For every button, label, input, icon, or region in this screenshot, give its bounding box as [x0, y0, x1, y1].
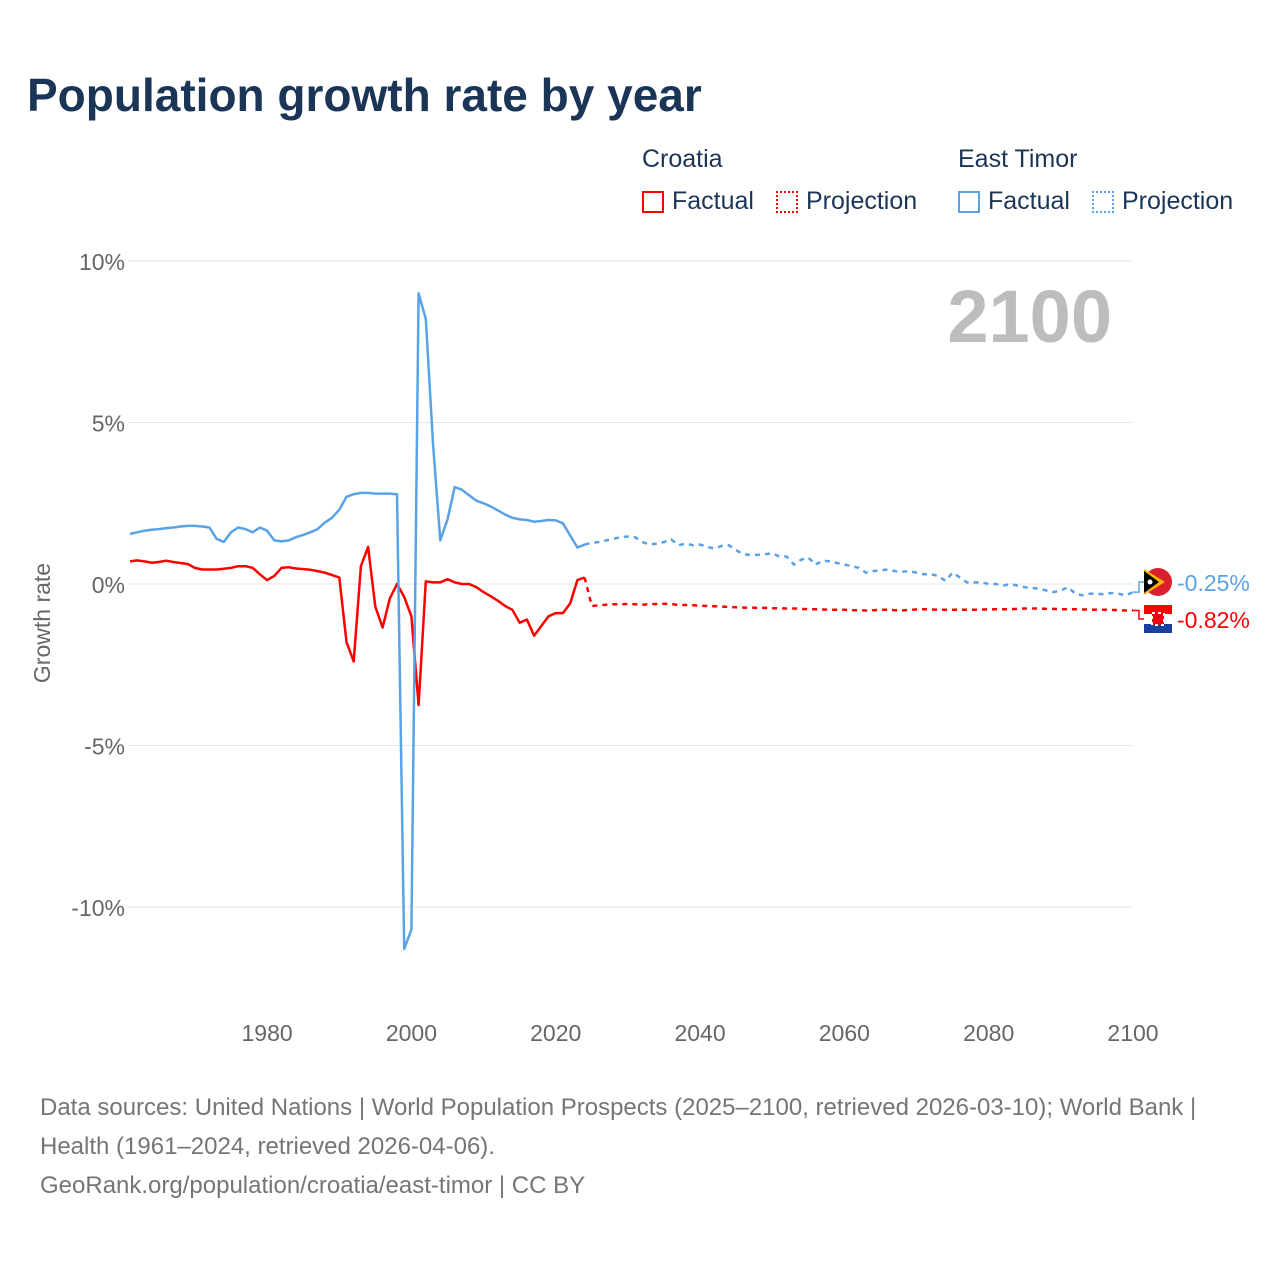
y-tick-label: -5% [84, 734, 125, 760]
legend-label: Projection [806, 187, 918, 215]
flag-star [1147, 579, 1153, 585]
current-year-label: 2100 [947, 275, 1112, 358]
legend-east-timor-factual[interactable]: Factual [958, 187, 1070, 216]
legend-group-east-timor: East Timor [958, 145, 1078, 173]
y-axis-label: Growth rate [29, 563, 55, 683]
legend-croatia-projection[interactable]: Projection [776, 187, 917, 216]
x-tick-label: 2100 [1107, 1020, 1158, 1046]
legend-swatch-dotted [1092, 190, 1114, 213]
flag-checkerboard [1151, 612, 1165, 626]
end-label-connector [1133, 609, 1145, 620]
flag-stripe [1144, 605, 1172, 614]
series-projection-1 [584, 535, 1134, 597]
legend-swatch-dotted [776, 190, 798, 213]
x-tick-label: 2080 [963, 1020, 1014, 1046]
y-tick-label: -10% [71, 895, 125, 921]
series-factual-0 [129, 545, 586, 707]
y-tick-label: 0% [92, 572, 125, 598]
legend-croatia-factual[interactable]: Factual [642, 187, 754, 216]
legend-label: Factual [672, 187, 754, 215]
legend-swatch-solid [642, 190, 664, 213]
y-tick-label: 5% [92, 411, 125, 437]
series-factual-1 [129, 292, 586, 951]
end-label-connector [1133, 581, 1145, 593]
credit-link[interactable]: GeoRank.org/population/croatia/east-timo… [40, 1172, 586, 1199]
x-tick-label: 2000 [386, 1020, 437, 1046]
data-sources: Data sources: United Nations | World Pop… [40, 1094, 1197, 1160]
x-tick-label: 1980 [242, 1020, 293, 1046]
legend-east-timor-projection[interactable]: Projection [1092, 187, 1233, 216]
end-value-label: -0.82% [1177, 607, 1250, 633]
x-tick-label: 2020 [530, 1020, 581, 1046]
x-tick-label: 2060 [819, 1020, 870, 1046]
legend-group-croatia: Croatia [642, 145, 723, 173]
y-tick-label: 10% [79, 249, 125, 275]
legend-label: Factual [988, 187, 1070, 215]
footer: Data sources: United Nations | World Pop… [40, 1088, 1240, 1205]
series-projection-0 [583, 577, 1133, 612]
legend-swatch-solid [958, 190, 980, 213]
flag-stripe [1144, 624, 1172, 633]
x-tick-label: 2040 [674, 1020, 725, 1046]
end-value-label: -0.25% [1177, 570, 1250, 596]
legend-label: Projection [1122, 187, 1234, 215]
chart-title: Population growth rate by year [27, 69, 702, 121]
